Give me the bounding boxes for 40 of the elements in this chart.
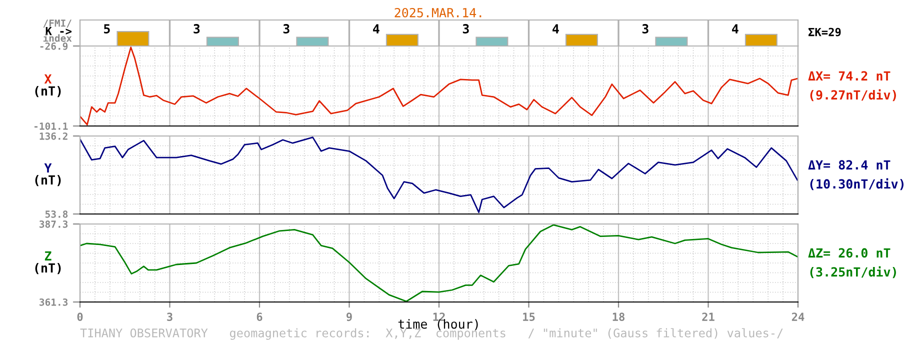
line-series [80,224,798,302]
text: /FMI/ [43,20,72,28]
x-tick-label: 9 [346,312,352,322]
y-tick-label: 53.8 [45,210,68,218]
data-label: 4 [373,24,380,34]
text: (9.27nT/div) [810,89,896,102]
data-label: 3 [283,24,290,34]
y-axis-title: Y (nT) [35,163,61,186]
data-label: 3 [194,24,200,34]
x-tick-label: 0 [77,312,83,322]
y-axis-title: Z (nT) [35,251,61,274]
text: ΔX= 74.2 nT [808,71,890,80]
x-tick-label: 3 [167,312,172,322]
line-series [80,136,798,214]
data-label: 4 [732,24,738,34]
x-tick-label: 18 [612,312,624,322]
y-axis-title: X (nT) [35,74,61,98]
x-tick-label: 6 [256,312,262,322]
text: (3.25nT/div) [810,266,896,278]
text: index [43,34,72,42]
y-tick-label: 136.2 [40,132,68,140]
x-tick-label: 12 [433,312,445,321]
data-label: 5 [104,24,110,34]
text: ΔY= 82.4 nT [808,160,890,170]
y-tick-label: -26.9 [40,42,68,50]
y-tick-label: 361.3 [40,298,68,306]
chart-title: 2025.MAR.14. [394,8,482,18]
data-label: 3 [462,24,469,34]
text: ΔZ= 26.0 nT [808,248,890,258]
x-tick-label: 21 [702,312,714,321]
x-tick-label: 24 [792,312,804,321]
y-axis-title: K -> [46,26,72,36]
text: TIHANY OBSERVATORY geomagnetic records: X,Y,Z components / "minute" (Gauss filtered) values-/ [80,328,783,340]
data-label: 3 [642,24,648,34]
data-label: 4 [552,24,559,34]
text: (10.30nT/div) [810,178,904,190]
x-tick-label: 15 [523,312,535,322]
y-tick-label: 387.3 [40,220,68,228]
y-tick-label: -101.1 [34,122,68,130]
text: ΣK=29 [808,28,841,36]
